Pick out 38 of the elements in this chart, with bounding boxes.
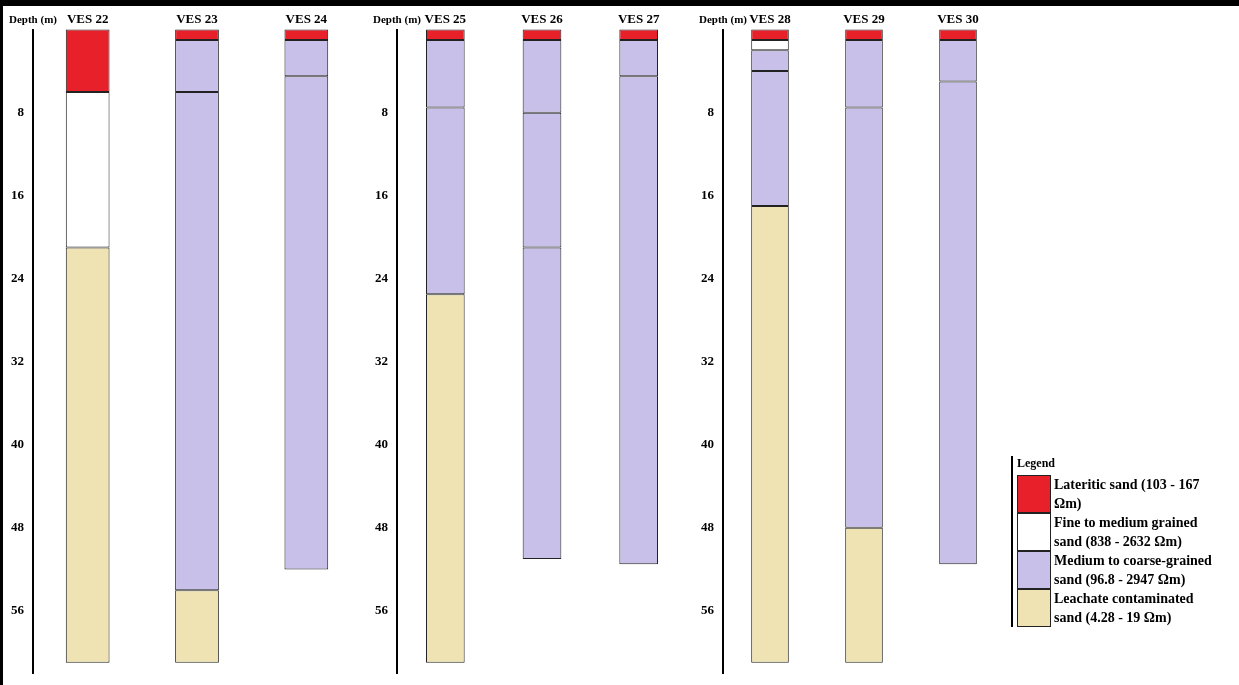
y-tick-label: 56 — [11, 602, 25, 618]
x-tick-label: VES 25 — [424, 11, 467, 27]
text: Leachate contaminated sand (4.28 - 19 Ωm) — [1054, 590, 1195, 627]
y-tick-label: 48 — [701, 519, 715, 535]
y-tick-label: 56 — [375, 602, 389, 618]
y-tick-label: 24 — [375, 270, 389, 286]
legend-title: Legend — [1017, 456, 1056, 471]
y-axis-title: Depth (m) — [699, 12, 748, 26]
y-tick-label: 24 — [11, 270, 25, 286]
y-tick-label: 16 — [11, 187, 25, 203]
x-tick-label: VES 24 — [285, 11, 328, 27]
y-axis-title: Depth (m) — [373, 12, 422, 26]
x-tick-label: VES 29 — [843, 11, 886, 27]
y-tick-label: 40 — [701, 436, 714, 452]
y-tick-label: 24 — [701, 270, 715, 286]
y-tick-label: 40 — [375, 436, 388, 452]
y-tick-label: 16 — [701, 187, 715, 203]
text: Lateritic sand (103 - 167 Ωm) — [1054, 476, 1201, 513]
y-tick-label: 8 — [707, 104, 715, 119]
x-tick-label: VES 27 — [617, 11, 660, 27]
y-tick-label: 40 — [11, 436, 24, 452]
y-tick-label: 32 — [375, 353, 388, 369]
y-tick-label: 16 — [375, 187, 389, 203]
x-tick-label: VES 22 — [66, 11, 109, 27]
y-tick-label: 8 — [17, 104, 25, 119]
y-axis-title: Depth (m) — [9, 12, 58, 26]
x-tick-label: VES 23 — [176, 11, 219, 27]
y-tick-label: 56 — [701, 602, 715, 618]
y-tick-label: 48 — [11, 519, 25, 535]
y-tick-label: 32 — [701, 353, 714, 369]
y-tick-label: 32 — [11, 353, 24, 369]
y-tick-label: 48 — [375, 519, 389, 535]
x-tick-label: VES 30 — [937, 11, 979, 27]
x-tick-label: VES 28 — [749, 11, 792, 27]
text: Medium to coarse-grained sand (96.8 - 2947 Ωm) — [1054, 552, 1213, 589]
x-tick-label: VES 26 — [521, 11, 564, 27]
y-tick-label: 8 — [381, 104, 389, 119]
text: Fine to medium grained sand (838 - 2632 Ωm) — [1054, 514, 1199, 551]
